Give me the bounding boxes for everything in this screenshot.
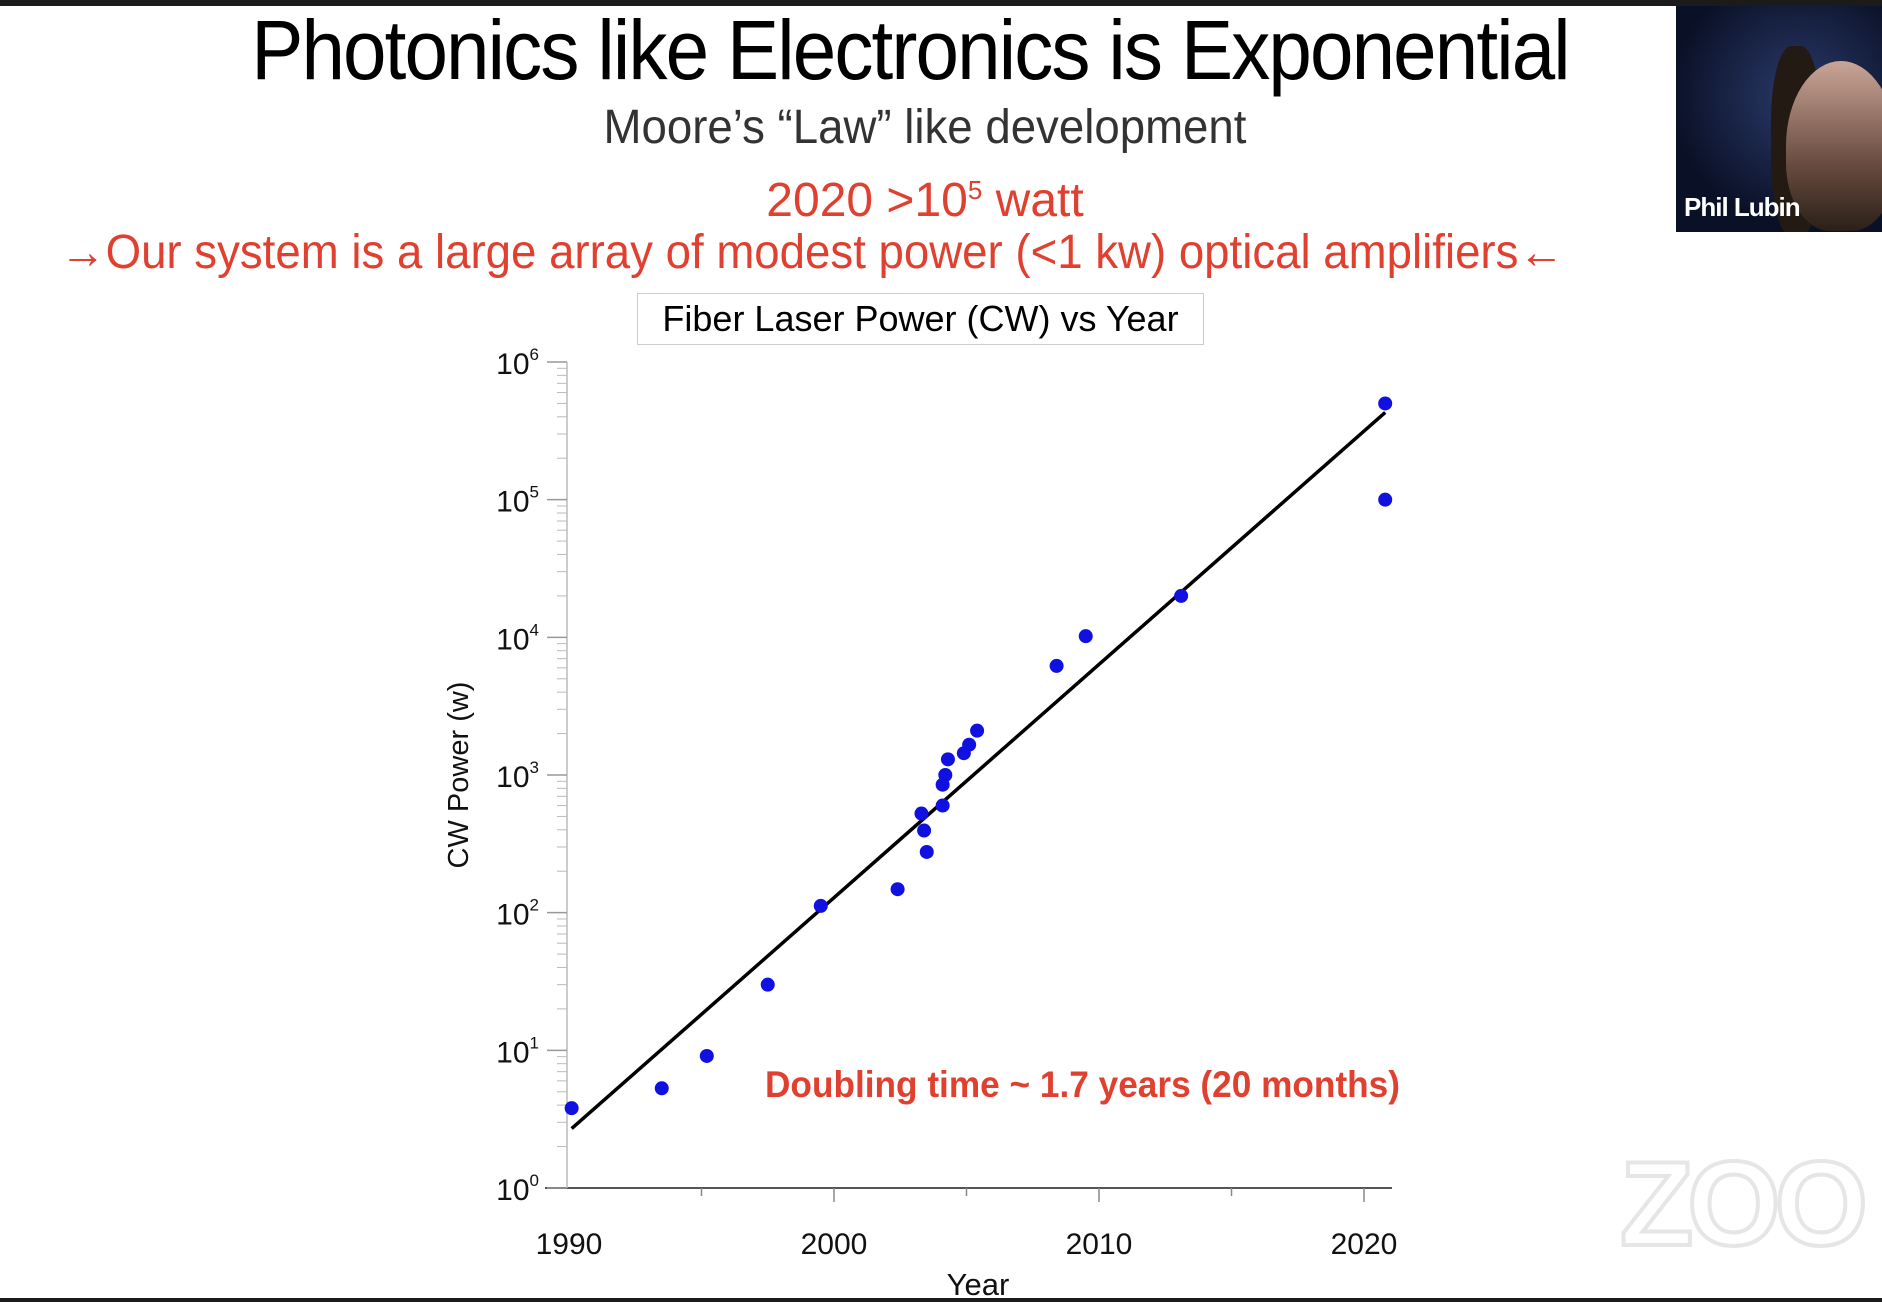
x-tick-label: 2020 [1331,1228,1398,1261]
data-point [919,844,934,859]
x-tick-label: 2010 [1066,1228,1133,1261]
y-tick-label: 104 [496,620,539,656]
chart-title: Fiber Laser Power (CW) vs Year [637,293,1204,345]
data-point [917,823,932,838]
highlight-prefix: 2020 >10 [766,174,968,227]
participant-face [1786,61,1882,231]
data-point [962,737,977,752]
data-point [938,768,953,782]
fit-line [570,411,1387,1130]
y-tick-label: 100 [496,1171,539,1207]
y-tick-label: 102 [496,896,539,932]
data-point [813,898,828,913]
slide-statement: →Our system is a large array of modest p… [60,225,1704,281]
statement-text: Our system is a large array of modest po… [105,226,1519,279]
highlight-suffix: watt [982,174,1084,227]
window-top-bar [0,0,1882,6]
data-point [760,977,775,992]
doubling-time-annotation: Doubling time ~ 1.7 years (20 months) [765,1064,1400,1105]
window-bottom-bar [0,1298,1882,1302]
data-point [1174,588,1189,603]
y-tick-label: 103 [496,758,539,794]
data-point [1049,658,1064,673]
data-point [970,723,985,738]
y-tick-label: 106 [496,345,539,381]
x-tick-label: 1990 [536,1228,603,1261]
highlight-exponent: 5 [967,175,983,205]
slide-subtitle: Moore’s “Law” like development [603,101,1247,154]
y-tick-label: 101 [496,1033,539,1069]
data-point [564,1101,579,1116]
data-point [1378,396,1393,411]
arrow-right-icon: → [60,226,106,279]
x-tick-label: 2000 [801,1228,868,1261]
data-point [654,1081,669,1096]
slide-highlight: 2020 >105 watt [0,162,1850,229]
data-point [914,806,929,821]
x-axis-label: Year [947,1267,1010,1302]
webcam-video-tile[interactable]: Phil Lubin [1676,6,1882,232]
slide-title: Photonics like Electronics is Exponentia… [251,3,1570,97]
data-point [1378,492,1393,507]
data-point [940,752,955,767]
y-axis-label: CW Power (w) [443,682,475,869]
data-point [1078,629,1093,644]
data-point [935,798,950,813]
participant-name: Phil Lubin [1684,192,1801,222]
zoom-watermark-logo: ZOO [1618,1135,1870,1273]
arrow-left-icon: ← [1518,226,1565,279]
data-point [890,882,905,897]
y-tick-label: 105 [496,483,539,519]
data-point [699,1048,714,1063]
